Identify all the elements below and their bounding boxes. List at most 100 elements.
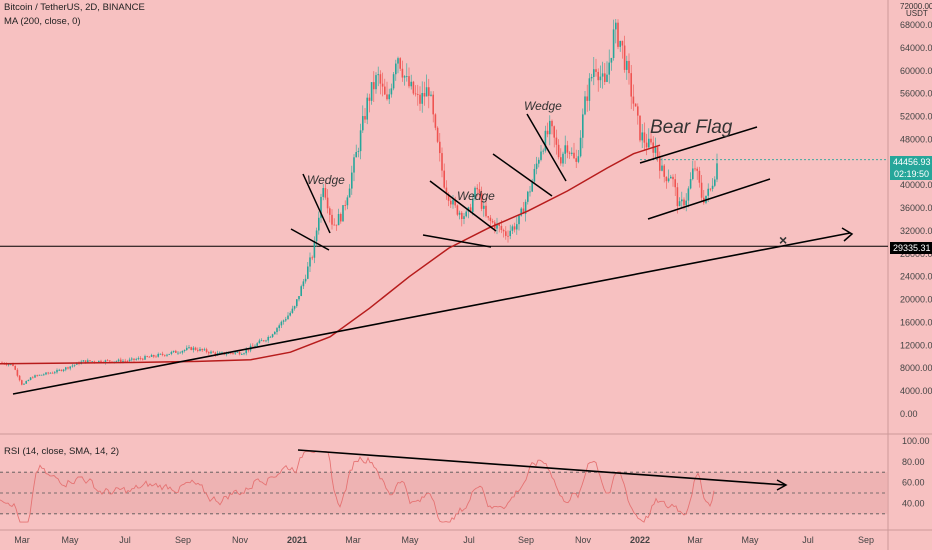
- candle-body: [408, 76, 410, 87]
- time-tick-label: 2021: [287, 535, 307, 545]
- candle-body: [425, 87, 428, 97]
- candle-body: [553, 126, 555, 138]
- candle-body: [98, 360, 100, 363]
- candle-body: [641, 132, 643, 141]
- candle-body: [406, 76, 408, 77]
- candle-body: [522, 208, 525, 214]
- candle-body: [476, 187, 478, 190]
- candle-body: [267, 336, 269, 341]
- candle-body: [175, 350, 177, 353]
- candle-body: [1, 362, 3, 364]
- price-tick-label: 0.00: [900, 409, 918, 419]
- candle-body: [483, 205, 485, 209]
- candle-body: [208, 352, 210, 354]
- candle-body: [329, 208, 331, 215]
- candle-body: [210, 351, 212, 354]
- candle-body: [509, 230, 511, 237]
- candle-body: [139, 358, 142, 359]
- candle-body: [681, 199, 683, 202]
- candle-body: [645, 142, 648, 148]
- candle-body: [245, 349, 247, 354]
- candle-body: [190, 347, 192, 351]
- candle-body: [38, 374, 41, 376]
- candle-body: [489, 217, 492, 221]
- candle-body: [311, 257, 313, 259]
- candle-body: [432, 94, 434, 115]
- candle-body: [546, 130, 549, 135]
- time-tick-label: Sep: [518, 535, 534, 545]
- time-tick-label: Nov: [232, 535, 249, 545]
- candle-body: [84, 360, 87, 363]
- time-tick-label: Mar: [345, 535, 361, 545]
- candle-body: [346, 197, 349, 206]
- candle-body: [205, 349, 208, 353]
- candle-body: [87, 360, 89, 363]
- candle-body: [421, 93, 423, 104]
- candle-body: [566, 145, 569, 153]
- candle-body: [377, 74, 379, 76]
- candle-body: [397, 58, 399, 64]
- candle-body: [659, 157, 661, 171]
- candle-body: [29, 377, 32, 380]
- wedge2-upper: [429, 180, 497, 232]
- candle-body: [137, 358, 140, 360]
- candle-body: [100, 360, 102, 363]
- candle-body: [604, 73, 606, 82]
- candle-body: [106, 360, 109, 362]
- candle-body: [443, 170, 445, 188]
- candle-body: [568, 152, 571, 154]
- price-tick-label: 8000.00: [900, 363, 932, 373]
- candle-body: [564, 145, 566, 154]
- candle-body: [639, 115, 641, 141]
- price-tick-label: 64000.00: [900, 43, 932, 53]
- candle-body: [524, 201, 527, 214]
- candle-body: [562, 153, 564, 164]
- candle-body: [590, 76, 593, 79]
- candle-body: [694, 168, 696, 170]
- candle-body: [531, 181, 533, 192]
- candle-body: [289, 312, 291, 316]
- candle-body: [65, 367, 67, 370]
- candle-body: [247, 349, 250, 351]
- candle-body: [439, 141, 441, 154]
- candle-body: [428, 87, 430, 96]
- candle-body: [520, 208, 522, 216]
- candle-body: [617, 22, 619, 47]
- time-tick-label: May: [61, 535, 79, 545]
- candle-body: [353, 157, 355, 173]
- candle-body: [351, 172, 353, 189]
- candle-body: [256, 343, 258, 346]
- candle-body: [650, 138, 652, 143]
- candle-body: [186, 347, 188, 350]
- candle-body: [254, 345, 256, 347]
- wedge3-left: [492, 153, 553, 197]
- candle-body: [296, 299, 298, 307]
- candle-body: [423, 93, 426, 97]
- candle-body: [276, 328, 278, 333]
- candle-body: [166, 354, 168, 356]
- candle-body: [370, 82, 373, 101]
- candle-body: [403, 76, 406, 78]
- candle-body: [392, 74, 395, 89]
- candle-body: [5, 364, 8, 365]
- price-tick-label: 68000.00: [900, 20, 932, 30]
- candle-body: [634, 103, 637, 107]
- candle-body: [573, 152, 575, 159]
- candle-body: [307, 266, 309, 279]
- candle-body: [45, 372, 47, 375]
- candle-body: [280, 321, 283, 326]
- candle-body: [584, 96, 586, 115]
- wedge2-lower: [422, 234, 492, 248]
- candle-body: [716, 163, 718, 180]
- rsi-tick-label: 60.00: [902, 478, 925, 488]
- price-tick-label: 48000.00: [900, 134, 932, 144]
- candle-body: [665, 176, 668, 182]
- candle-body: [12, 363, 14, 367]
- candle-body: [234, 352, 236, 354]
- candle-body: [544, 130, 547, 151]
- candle-body: [507, 235, 509, 237]
- candle-body: [71, 365, 74, 367]
- candle-body: [714, 179, 716, 186]
- candle-body: [120, 359, 122, 363]
